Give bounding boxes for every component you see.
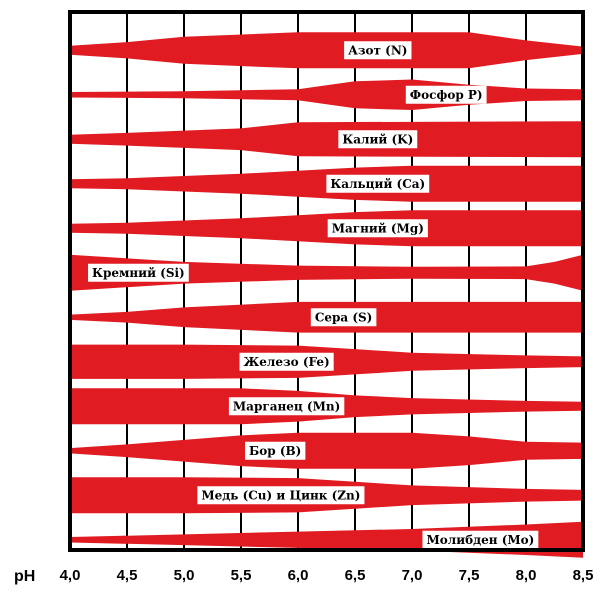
series-label: Молибден (Mo) — [426, 533, 534, 547]
series-label: Азот (N) — [348, 43, 407, 57]
series-label: Кальций (Ca) — [330, 177, 425, 191]
plot-frame — [68, 10, 585, 552]
x-tick-labels: 4,0 4,5 5,0 5,5 6,0 6,5 7,0 7,5 8,0 8,5 — [60, 567, 594, 584]
availability-band — [70, 121, 583, 158]
series-label: Медь (Cu) и Цинк (Zn) — [201, 488, 360, 502]
bands-layer — [70, 32, 583, 558]
availability-band — [70, 79, 583, 110]
series-label-box — [245, 441, 306, 460]
series-label-box — [239, 352, 334, 371]
series-label-box — [422, 530, 539, 549]
series-label-box — [326, 174, 430, 193]
series-label-box — [405, 85, 487, 104]
series-label: Калий (K) — [342, 132, 413, 146]
x-tick-label: 5,5 — [231, 567, 252, 584]
series-label: Марганец (Mn) — [233, 399, 340, 413]
x-tick-label: 4,0 — [60, 567, 81, 584]
series-label-box — [310, 308, 377, 327]
series-label-box — [228, 397, 345, 416]
series-label: Кремний (Si) — [92, 266, 185, 280]
series-label: Магний (Mg) — [332, 221, 424, 235]
availability-band — [70, 32, 583, 69]
x-tick-label: 4,5 — [117, 567, 138, 584]
x-tick-label: 6,0 — [288, 567, 309, 584]
x-tick-label: 8,5 — [573, 567, 594, 584]
series-label-box — [338, 130, 418, 149]
series-label-box — [88, 263, 189, 282]
x-tick-label: 7,5 — [459, 567, 480, 584]
series-label-box — [344, 41, 412, 60]
series-label: Железо (Fe) — [244, 355, 330, 369]
x-tick-label: 6,5 — [345, 567, 366, 584]
x-tick-label: 8,0 — [516, 567, 537, 584]
availability-band — [70, 254, 583, 291]
x-axis-label: pH — [14, 568, 35, 585]
series-label: Сера (S) — [315, 310, 373, 324]
labels-layer: Азот (N) Фосфор Р) Калий (K) Кальций (Ca) Ма… — [88, 41, 539, 549]
availability-band — [70, 432, 583, 469]
series-label-box — [197, 486, 365, 505]
series-label-box — [327, 219, 428, 238]
x-tick-label: 5,0 — [174, 567, 195, 584]
availability-band — [70, 210, 583, 247]
series-label: Фосфор Р) — [410, 88, 483, 102]
x-tick-label: 7,0 — [402, 567, 423, 584]
series-label: Бор (B) — [249, 444, 301, 458]
